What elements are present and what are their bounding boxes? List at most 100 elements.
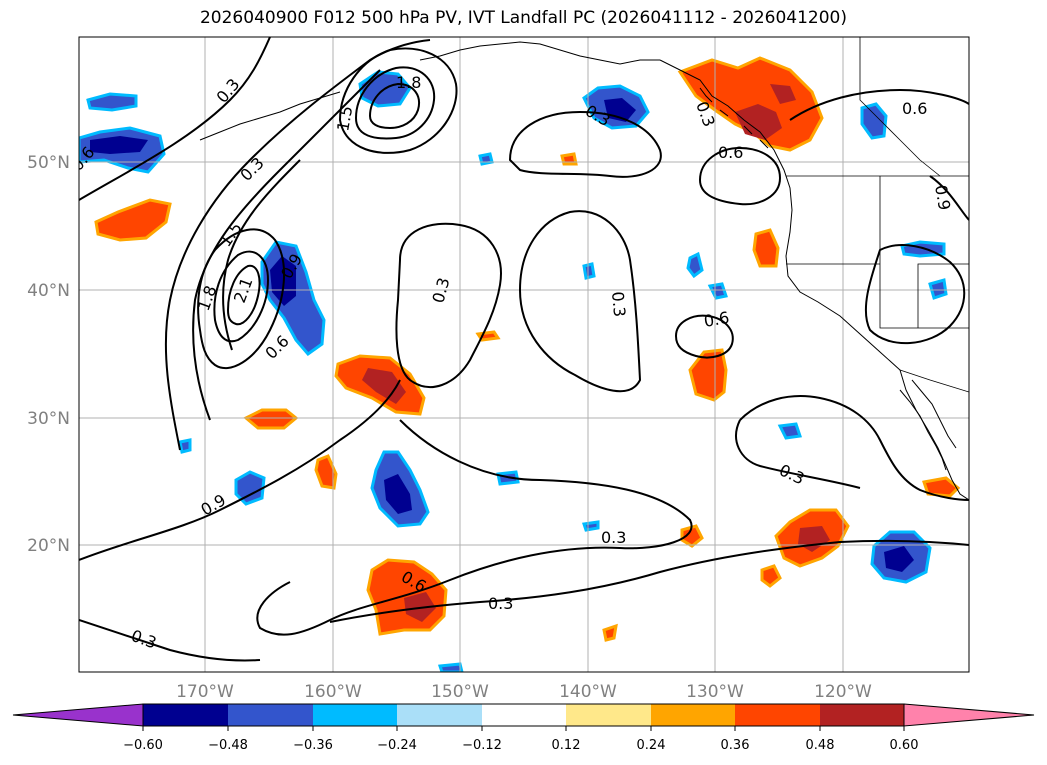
contour-label: 0.3 — [608, 291, 629, 318]
pv-contour-north-low-3 — [368, 82, 420, 130]
contour-layer — [79, 37, 969, 662]
colorbar-frame — [142, 703, 905, 727]
colorbar-extend-low — [12, 703, 144, 727]
pv-contour-0.6-east — [698, 146, 782, 206]
colorbar-tick-label: −0.60 — [123, 738, 163, 753]
colorbar-bin — [820, 704, 904, 726]
coast-bc-islands — [699, 87, 769, 149]
shade-negative-small-3 — [860, 102, 888, 140]
longitude-labels: 170°W 160°W 150°W 140°W 130°W 120°W — [176, 682, 872, 702]
shade-positive-small-8 — [602, 623, 618, 642]
pv-contour-0.3-ew — [256, 419, 693, 636]
coastline-alaska — [419, 41, 660, 65]
contour-label: 0.9 — [931, 183, 954, 211]
shade-positive-small-4 — [760, 564, 782, 588]
colorbar-extend-high — [903, 703, 1035, 727]
lon-label: 170°W — [176, 682, 234, 702]
plot-area: 0.3 0.6 0.9 1.5 1.8 2.1 0.3 0.6 0.3 0.9 … — [79, 37, 969, 672]
baja-peninsula — [899, 389, 947, 471]
pv-contour-0.9-ridge — [222, 159, 301, 351]
shade-positive-small-2 — [314, 454, 338, 490]
colorbar-tick-label: −0.36 — [293, 738, 333, 753]
shade-negative-small-8 — [928, 278, 948, 300]
colorbar: −0.60 −0.48 −0.36 −0.24 −0.12 0.12 0.24 … — [12, 703, 1035, 753]
shade-positive-bc-core — [735, 104, 782, 140]
colorbar-tick-label: 0.48 — [806, 738, 835, 753]
latitude-labels: 50°N 40°N 30°N 20°N — [27, 153, 70, 556]
shade-negative-small-1 — [234, 470, 266, 506]
lon-label: 160°W — [304, 682, 362, 702]
graticule — [79, 37, 969, 672]
lon-label: 120°W — [814, 682, 872, 702]
lon-label: 150°W — [431, 682, 489, 702]
aleutian-islands — [199, 91, 341, 141]
pv-contour-trough — [197, 228, 286, 370]
shade-positive-small-1 — [243, 408, 299, 430]
map-title: 2026040900 F012 500 hPa PV, IVT Landfall… — [199, 8, 847, 28]
coastline-layer — [199, 41, 969, 501]
shade-positive-west — [94, 198, 172, 242]
shade-negative-south-core — [384, 474, 412, 514]
colorbar-bin — [397, 704, 482, 726]
shade-negative-small-5 — [707, 282, 728, 300]
baja-inner — [911, 379, 957, 449]
colorbar-bin — [651, 704, 735, 726]
shade-positive-coast — [752, 228, 780, 268]
pv-contour-0.3-west — [79, 37, 271, 201]
shade-negative-small-13 — [582, 520, 600, 532]
pv-contour-0.3-mid — [395, 222, 502, 389]
colorbar-bin — [228, 704, 313, 726]
colorbar-bin — [313, 704, 397, 726]
pv-contour-north-low — [338, 47, 458, 154]
pv-contour-0.6-ridge — [192, 69, 381, 421]
colorbar-tick-label: −0.12 — [462, 738, 502, 753]
colorbar-bin — [482, 704, 566, 726]
pv-contour-north-low-2 — [354, 66, 436, 140]
colorbar-tick-label: 0.36 — [721, 738, 750, 753]
contour-label: 0.3 — [488, 594, 513, 613]
colorbar-bin — [143, 704, 228, 726]
shade-negative-small-9 — [178, 438, 192, 454]
pv-contour-0.3-center — [518, 210, 642, 393]
pv-contour-0.3-south — [79, 379, 401, 561]
pv-contour-0.6-small — [674, 314, 734, 359]
colorbar-ticks — [142, 726, 905, 731]
pv-contour-0.6-north — [508, 110, 662, 178]
shade-negative-se-core — [884, 546, 914, 572]
pv-contour-trough-3 — [226, 264, 261, 326]
contour-label: 1.8 — [396, 73, 421, 92]
shade-positive-bc-core2 — [770, 84, 796, 104]
colorbar-tick-label: −0.48 — [208, 738, 248, 753]
colorbar-tick-label: 0.12 — [552, 738, 581, 753]
pv-contour-0.3-southline — [329, 539, 969, 623]
contour-label: 0.6 — [718, 143, 743, 162]
shade-negative-west-1 — [86, 92, 138, 112]
shade-negative-small-4 — [686, 251, 704, 279]
shade-positive-mid-core — [362, 368, 406, 404]
colorbar-tick-label: −0.24 — [377, 738, 417, 753]
pv-contour-0.9-ne — [929, 175, 969, 221]
lat-label: 40°N — [27, 281, 70, 301]
colorbar-bin — [566, 704, 651, 726]
coastline-north-america — [659, 59, 969, 501]
ak-canada-border — [859, 37, 941, 177]
lat-label: 50°N — [27, 153, 70, 173]
pv-contour-trough-2 — [213, 250, 270, 343]
colorbar-tick-label: 0.60 — [890, 738, 919, 753]
lat-label: 20°N — [27, 536, 70, 556]
colorbar-tick-labels: −0.60 −0.48 −0.36 −0.24 −0.12 0.12 0.24 … — [123, 738, 918, 753]
pv-contour-0.3-se2 — [735, 419, 861, 489]
shade-negative-small-6 — [777, 422, 802, 440]
pv-contour-0.6-ne — [789, 88, 969, 121]
border-us-mexico — [899, 369, 969, 393]
shade-negative-west-2-core — [90, 136, 148, 154]
colorbar-tick-label: 0.24 — [637, 738, 666, 753]
shade-negative-small-12 — [437, 662, 464, 672]
shade-negative-small-11 — [582, 262, 596, 280]
lon-label: 140°W — [559, 682, 617, 702]
pv-contour-0.3-low — [79, 619, 261, 662]
shade-positive-130w — [688, 348, 728, 402]
pv-contour-0.6-east2 — [864, 244, 966, 344]
contour-label: 0.3 — [601, 528, 626, 547]
